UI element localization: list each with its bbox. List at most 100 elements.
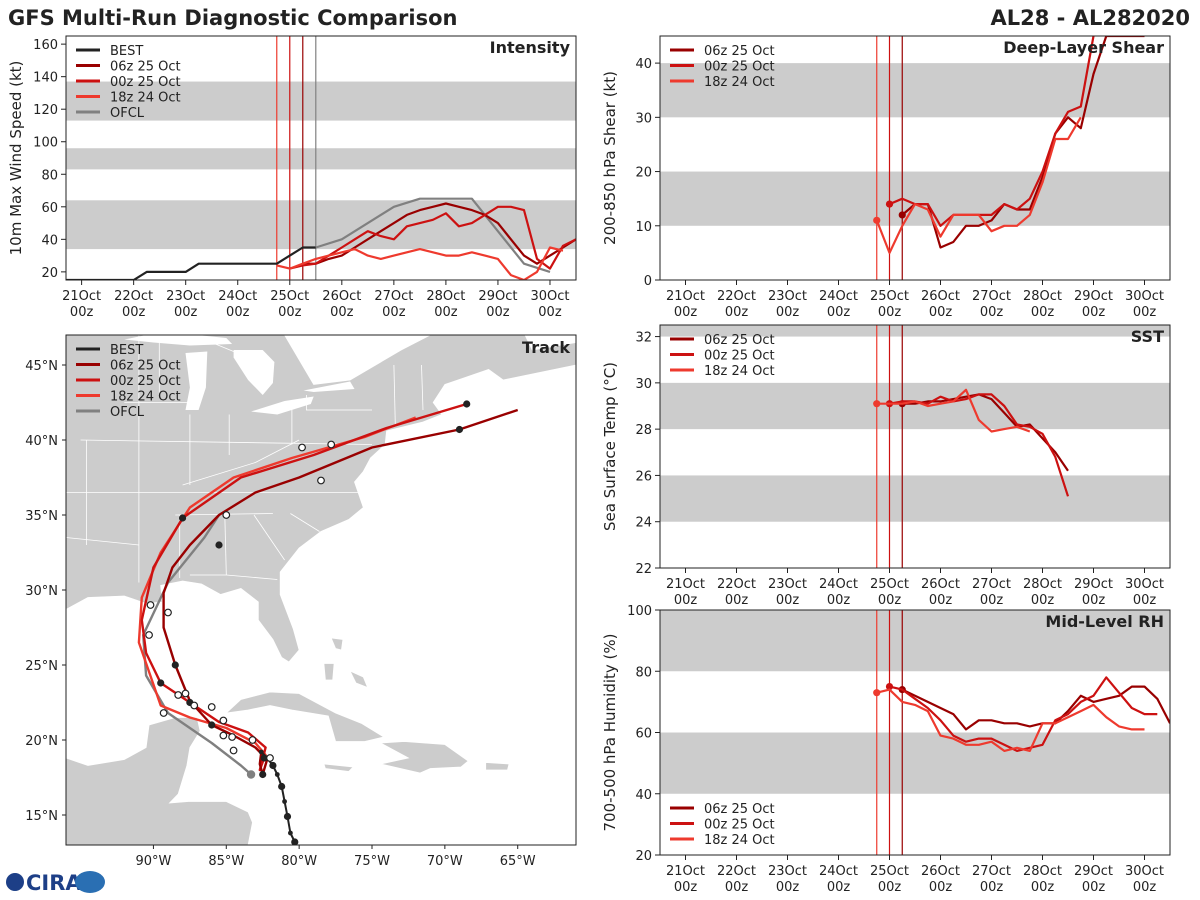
x-tick-sublabel: 00z — [434, 305, 458, 320]
x-tick-sublabel: 00z — [122, 305, 146, 320]
state-border — [66, 537, 139, 546]
y-tick-label: 0 — [644, 274, 652, 289]
state-border — [182, 439, 300, 486]
x-tick-label: 25Oct — [870, 577, 909, 592]
state-border — [211, 342, 242, 355]
track-daily-point-06z-25-oct — [215, 541, 223, 549]
threshold-band — [660, 325, 1170, 337]
x-tick-sublabel: 00z — [929, 593, 953, 608]
panel-deep-layer-shear: 01020304021Oct00z22Oct00z23Oct00z24Oct00… — [601, 35, 1171, 320]
x-tick-sublabel: 00z — [878, 305, 902, 320]
threshold-band — [660, 475, 1170, 522]
landmass-cuba — [225, 691, 385, 742]
y-tick-label: 22 — [635, 562, 652, 577]
track-daily-point-00z-25-oct — [260, 754, 268, 762]
threshold-band — [66, 200, 576, 250]
state-border — [393, 364, 396, 426]
plot-area — [66, 36, 576, 280]
track-point-best — [288, 830, 293, 836]
series-start-marker-18z-24-oct — [873, 689, 881, 697]
x-tick-sublabel: 00z — [827, 305, 851, 320]
y-tick-label: 120 — [33, 103, 58, 118]
legend-label-06z-25-oct: 06z 25 Oct — [704, 802, 775, 817]
track-daily-point-best — [283, 812, 292, 821]
x-tick-label: 21Oct — [62, 289, 101, 304]
x-tick-sublabel: 00z — [226, 305, 250, 320]
legend-label-06z-25-oct: 06z 25 Oct — [110, 359, 181, 374]
x-tick-sublabel: 00z — [1031, 305, 1055, 320]
series-line-00z-25-oct — [889, 36, 1095, 227]
track-daily-point-best — [291, 838, 299, 845]
track-point-best — [274, 772, 280, 777]
y-tick-label: 20 — [635, 166, 652, 181]
lon-tick-label: 85°W — [208, 854, 244, 869]
x-tick-sublabel: 00z — [1133, 593, 1157, 608]
track-forecast-point — [159, 709, 168, 717]
x-tick-label: 26Oct — [921, 864, 960, 879]
y-tick-label: 32 — [635, 331, 652, 346]
panel-title: Track — [522, 338, 570, 357]
x-tick-sublabel: 00z — [674, 593, 698, 608]
lat-tick-label: 35°N — [25, 509, 58, 524]
x-tick-label: 26Oct — [322, 289, 361, 304]
y-tick-label: 40 — [635, 788, 652, 803]
track-forecast-point — [146, 601, 155, 609]
legend-label-best: BEST — [110, 44, 143, 59]
track-forecast-point — [181, 689, 190, 698]
lon-tick-label: 70°W — [427, 854, 463, 869]
x-tick-label: 25Oct — [870, 289, 909, 304]
lake-superior — [124, 335, 233, 346]
legend-label-18z-24-oct: 18z 24 Oct — [110, 390, 181, 405]
panel-title: SST — [1131, 327, 1164, 346]
x-tick-sublabel: 00z — [1031, 880, 1055, 895]
threshold-band — [66, 81, 576, 121]
track-forecast-point — [207, 703, 216, 711]
legend-label-ofcl: OFCL — [110, 106, 145, 121]
y-tick-label: 100 — [33, 136, 58, 151]
map-area — [66, 335, 576, 845]
x-tick-sublabel: 00z — [725, 880, 749, 895]
legend-label-best: BEST — [110, 343, 143, 358]
track-daily-point-00z-25-oct — [463, 400, 471, 408]
landmass-bahamas-bank — [349, 670, 369, 689]
lon-tick-label: 75°W — [354, 854, 390, 869]
x-tick-sublabel: 00z — [980, 880, 1004, 895]
x-tick-label: 29Oct — [1074, 577, 1113, 592]
legend-label-06z-25-oct: 06z 25 Oct — [110, 60, 181, 75]
x-tick-sublabel: 00z — [929, 305, 953, 320]
x-tick-label: 23Oct — [768, 577, 807, 592]
state-border — [189, 574, 278, 580]
x-tick-label: 30Oct — [1125, 577, 1164, 592]
track-line-ofcl — [141, 514, 252, 776]
landmass-bahamas-abaco — [330, 637, 344, 651]
x-tick-sublabel: 00z — [70, 305, 94, 320]
y-axis-label: 700-500 hPa Humidity (%) — [601, 633, 619, 831]
lon-tick-label: 65°W — [500, 854, 536, 869]
storm-id-title: AL28 - AL282020 — [991, 6, 1191, 30]
lake-huron — [233, 350, 275, 395]
track-daily-point-06z-25-oct — [171, 661, 179, 669]
land — [66, 335, 576, 845]
y-tick-label: 60 — [41, 201, 58, 216]
y-axis-label: 200-850 hPa Shear (kt) — [601, 71, 619, 245]
x-tick-label: 21Oct — [666, 289, 705, 304]
x-tick-label: 28Oct — [1023, 289, 1062, 304]
legend-label-ofcl: OFCL — [110, 405, 145, 420]
x-tick-sublabel: 00z — [980, 305, 1004, 320]
x-tick-label: 21Oct — [666, 577, 705, 592]
x-tick-sublabel: 00z — [827, 880, 851, 895]
x-tick-sublabel: 00z — [776, 593, 800, 608]
logo-globe-icon — [6, 873, 24, 891]
x-tick-label: 30Oct — [530, 289, 569, 304]
threshold-band — [660, 382, 1170, 430]
y-tick-label: 60 — [635, 727, 652, 742]
x-tick-sublabel: 00z — [1133, 305, 1157, 320]
x-tick-label: 24Oct — [819, 577, 858, 592]
track-forecast-point — [317, 476, 325, 485]
x-tick-label: 23Oct — [768, 289, 807, 304]
y-tick-label: 30 — [635, 377, 652, 392]
track-forecast-point — [327, 440, 336, 449]
